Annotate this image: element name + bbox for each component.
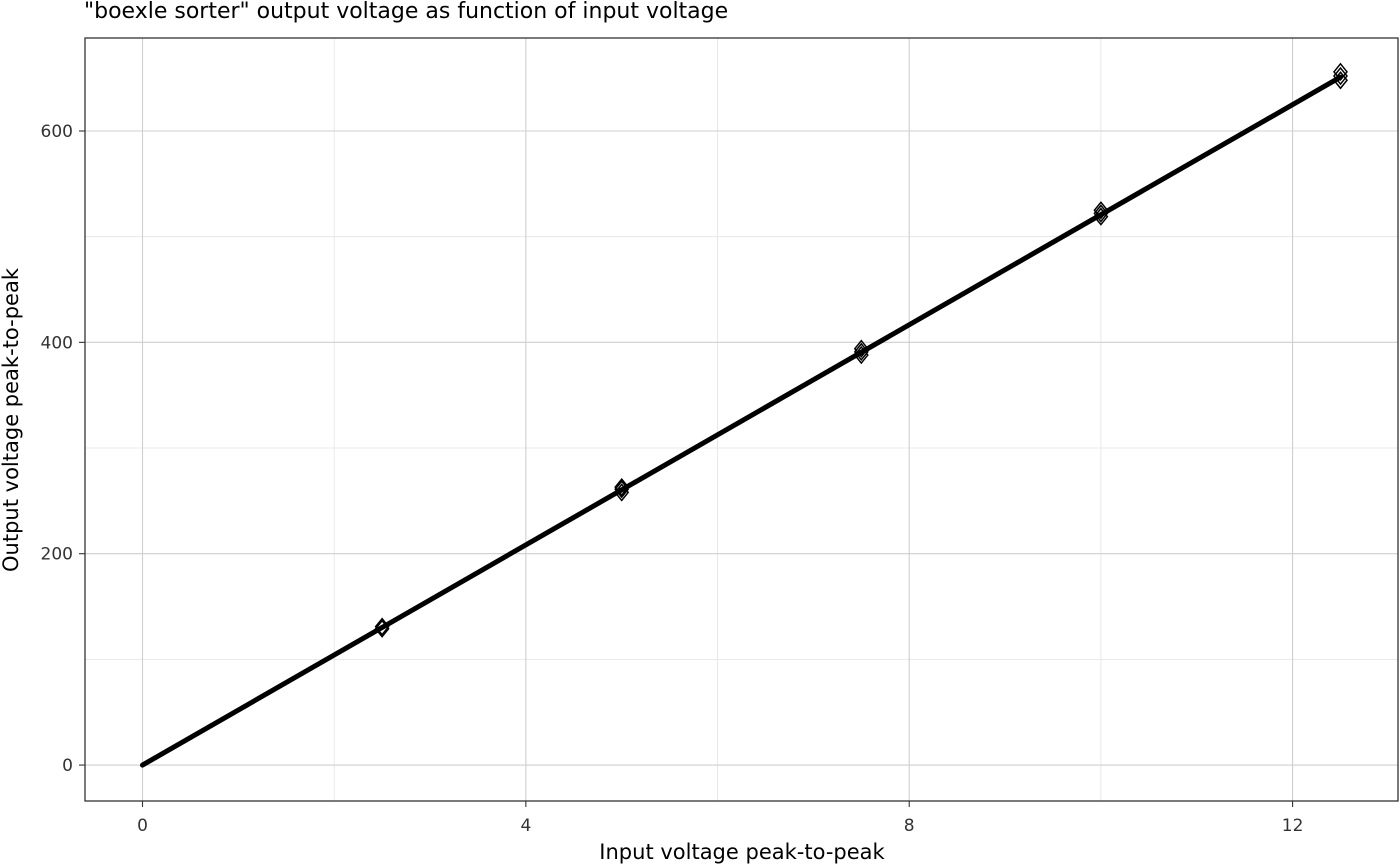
fit-line (140, 74, 1343, 768)
data-point (853, 342, 869, 362)
y-tick-label: 200 (41, 545, 73, 565)
chart-title: "boexle sorter" output voltage as functi… (84, 0, 728, 24)
x-tick-label: 8 (904, 816, 915, 836)
x-tick-label: 4 (520, 816, 531, 836)
y-tick-label: 600 (41, 122, 73, 142)
plot-panel-border (84, 37, 1399, 802)
y-tick-label: 400 (41, 333, 73, 353)
x-axis-label: Input voltage peak-to-peak (599, 840, 885, 864)
data-point (614, 477, 630, 497)
data-point (1093, 201, 1109, 220)
data-points (374, 62, 1348, 638)
data-point (374, 619, 390, 638)
y-axis-label: Output voltage peak-to-peak (0, 267, 23, 572)
y-tick-label: 0 (62, 756, 73, 776)
x-tick-label: 12 (1282, 816, 1304, 836)
data-point (614, 480, 630, 499)
axis-ticks: 0 4 8 12 0 200 400 600 (41, 122, 1304, 836)
x-tick-label: 0 (137, 816, 148, 836)
data-point (374, 617, 390, 636)
grid-lines (85, 38, 1398, 801)
fit-line-group (140, 74, 1343, 768)
data-point (1333, 62, 1348, 82)
data-point (1093, 204, 1109, 223)
data-point (853, 339, 869, 358)
